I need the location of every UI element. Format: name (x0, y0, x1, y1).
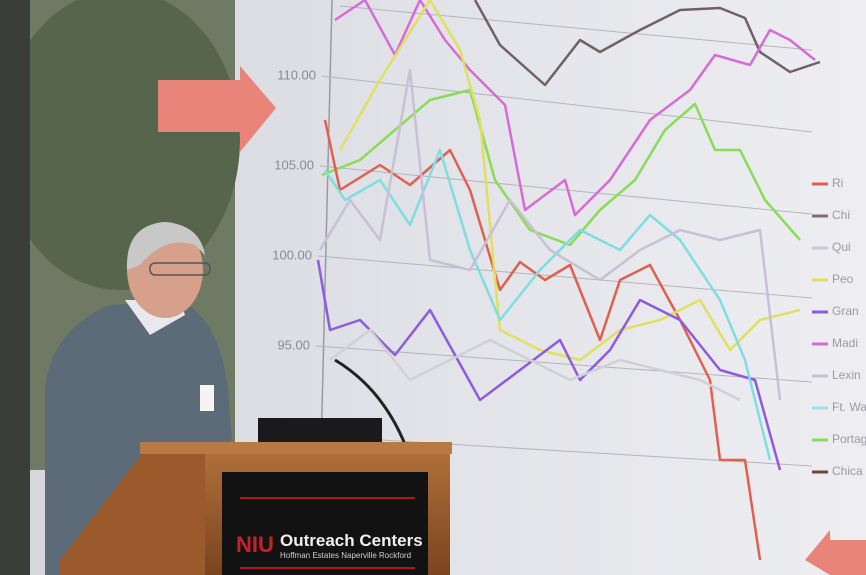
legend-label: Ft. Wa (832, 400, 866, 414)
legend-label: Lexin (832, 368, 861, 382)
y-tick-label: 95.00 (277, 337, 310, 352)
sign-locations: Hoffman Estates Naperville Rockford (280, 551, 411, 560)
legend-label: Chica (832, 464, 863, 478)
left-edge (0, 0, 30, 575)
legend-label: Chi (832, 208, 850, 222)
photo: 110.00 105.00 100.00 95.00 Ri Chi Qui Peo Gran M… (0, 0, 866, 575)
legend-label: Gran (832, 304, 859, 318)
legend-label: Qui (832, 240, 851, 254)
logo: NIU (236, 532, 274, 557)
sign-title: Outreach Centers (280, 531, 423, 550)
y-tick-label: 105.00 (274, 157, 314, 172)
y-tick-label: 110.00 (277, 67, 316, 82)
legend-label: Portag (832, 432, 866, 446)
legend-label: Ri (832, 176, 843, 190)
legend-label: Peo (832, 272, 854, 286)
legend-label: Madi (832, 336, 858, 350)
tree (0, 0, 240, 290)
y-tick-label: 100.00 (272, 247, 312, 262)
podium-top (140, 442, 452, 454)
